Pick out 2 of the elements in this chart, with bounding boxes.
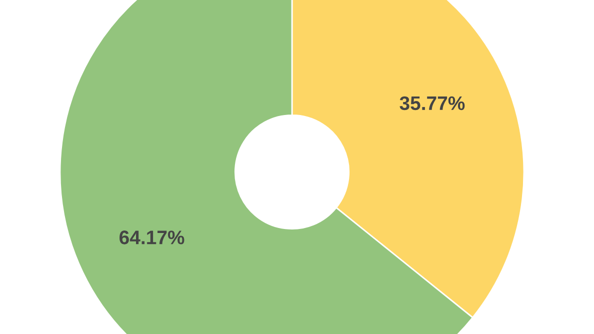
data-label: 64.17% <box>120 230 184 244</box>
data-label: 35.77% <box>400 96 465 110</box>
